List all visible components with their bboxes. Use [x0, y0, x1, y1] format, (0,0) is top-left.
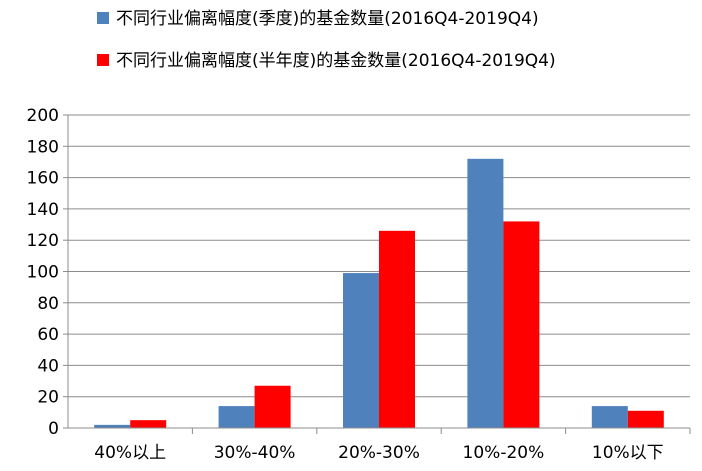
bar-series2-0	[130, 420, 167, 428]
y-axis-ticks: 0 20 40 60 80 100 120 140 160 180 200	[27, 106, 68, 439]
y-tick-label: 120	[27, 231, 59, 251]
bar-series1-0	[94, 424, 131, 428]
y-tick-label: 100	[27, 263, 59, 283]
x-tick-label: 30%-40%	[214, 443, 296, 463]
x-tick-label: 40%以上	[94, 443, 166, 463]
y-tick-label: 20	[37, 388, 59, 408]
bar-series2-1	[254, 385, 291, 428]
legend-swatch-series2	[97, 54, 109, 66]
y-tick-label: 60	[37, 325, 59, 345]
bar-series2-4	[627, 410, 664, 428]
legend: 不同行业偏离幅度(季度)的基金数量(2016Q4-2019Q4) 不同行业偏离幅度…	[97, 9, 556, 71]
bars	[94, 158, 664, 428]
bar-series1-3	[467, 158, 504, 428]
y-tick-label: 200	[27, 106, 59, 126]
x-axis-ticks: 40%以上 30%-40% 20%-30% 10%-20% 10%以下	[94, 428, 691, 463]
x-tick-label: 10%以下	[592, 443, 664, 463]
legend-label-series2: 不同行业偏离幅度(半年度)的基金数量(2016Q4-2019Q4)	[116, 51, 556, 71]
bar-series2-2	[379, 230, 415, 428]
y-tick-label: 40	[37, 356, 59, 376]
y-tick-label: 140	[27, 200, 59, 220]
y-tick-label: 80	[37, 294, 59, 314]
x-tick-label: 10%-20%	[463, 443, 545, 463]
bar-series1-2	[343, 273, 379, 428]
y-tick-label: 180	[27, 137, 59, 157]
legend-swatch-series1	[97, 12, 109, 24]
legend-label-series1: 不同行业偏离幅度(季度)的基金数量(2016Q4-2019Q4)	[116, 9, 539, 29]
bar-series1-1	[218, 406, 255, 428]
y-tick-label: 160	[27, 169, 59, 189]
bar-series2-3	[503, 221, 540, 428]
y-tick-label: 0	[48, 419, 59, 439]
bar-series1-4	[591, 406, 628, 428]
x-tick-label: 20%-30%	[338, 443, 420, 463]
